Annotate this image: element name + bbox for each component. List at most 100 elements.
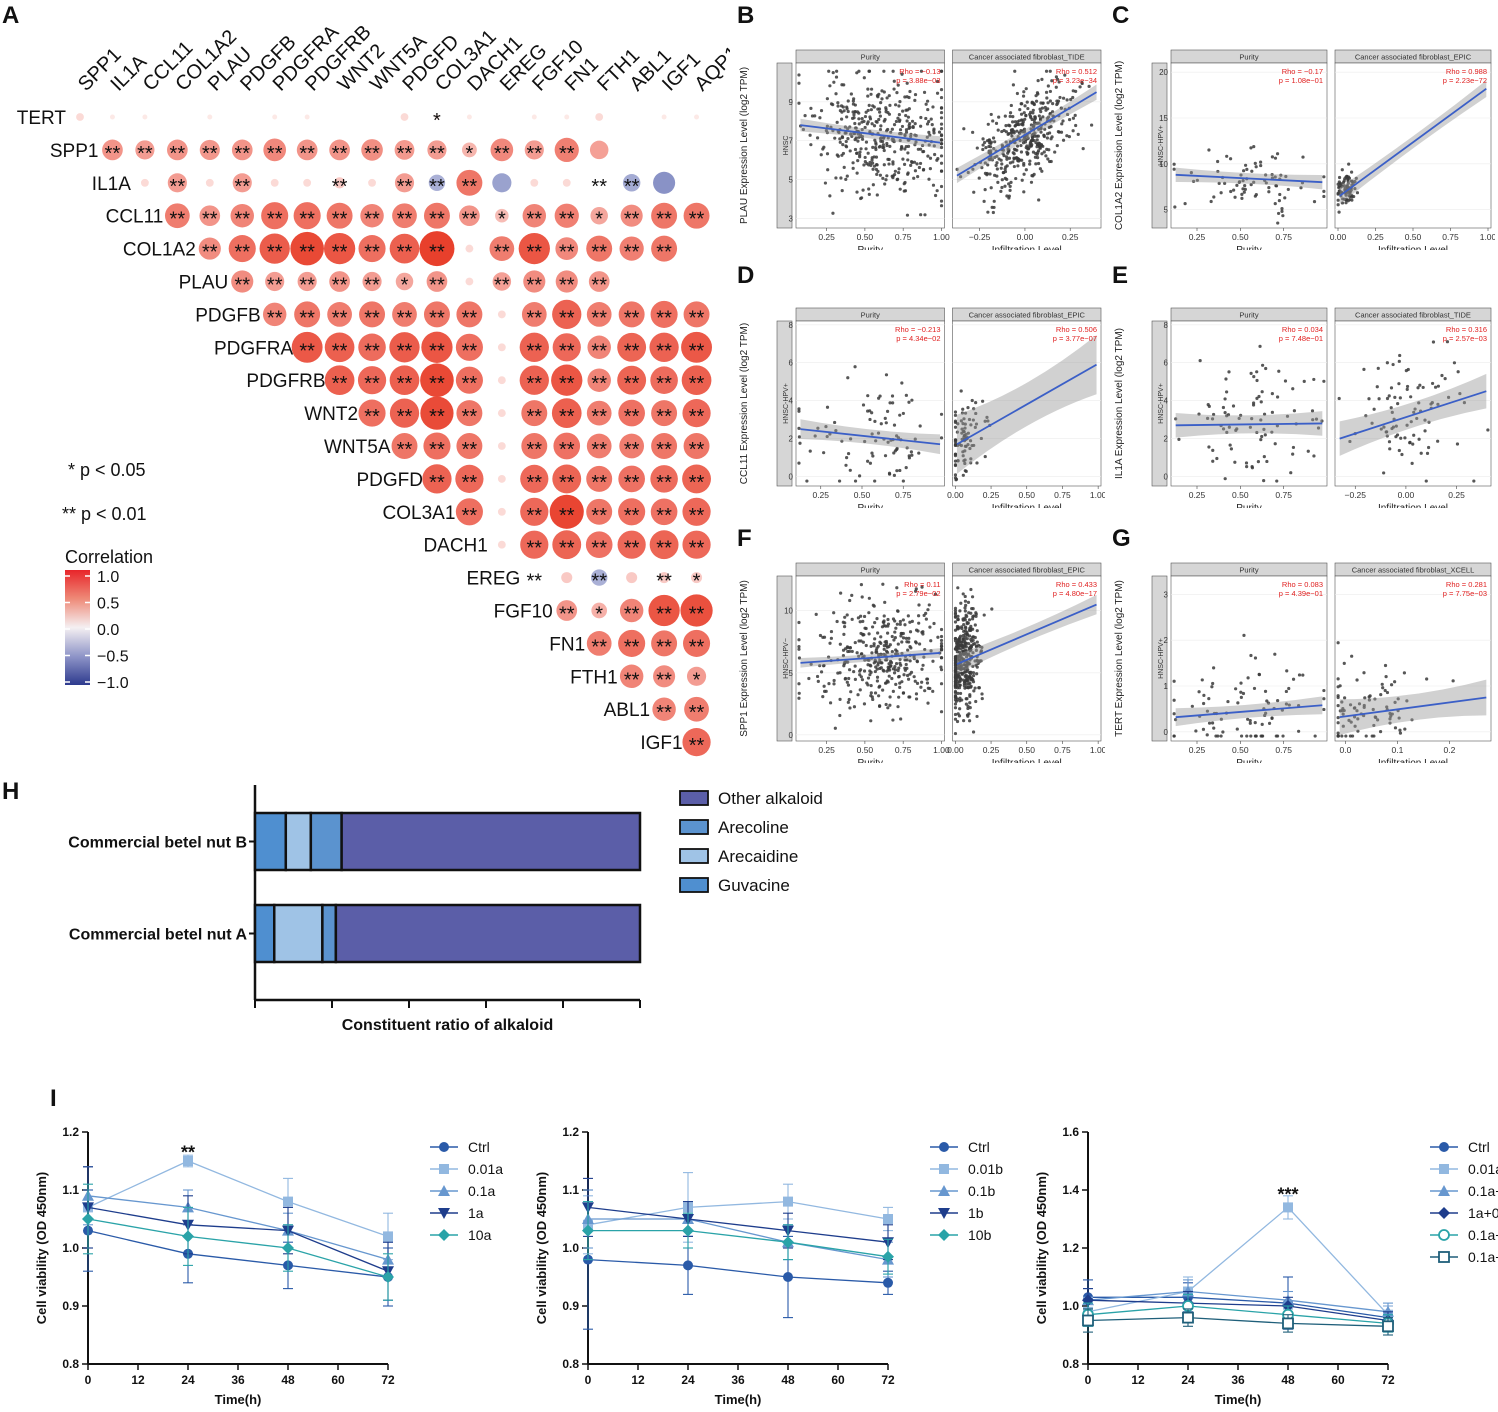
purity-point — [927, 177, 931, 181]
purity-point — [886, 127, 890, 132]
legend-label: 0.1b — [968, 1183, 995, 1199]
purity-point — [1198, 359, 1202, 363]
infiltration-point — [1396, 697, 1400, 701]
correlation-dot — [497, 540, 506, 549]
correlation-dot — [456, 400, 483, 427]
purity-point — [798, 441, 802, 445]
purity-point — [908, 125, 912, 130]
series-line — [588, 1218, 889, 1261]
correlation-dot — [651, 433, 678, 459]
series-line — [1087, 1206, 1389, 1316]
panel-label-f: F — [737, 525, 752, 552]
correlation-dot — [263, 138, 287, 162]
infiltration-point — [1424, 479, 1428, 483]
infiltration-point — [1375, 385, 1379, 389]
legend-sig2: ** p < 0.01 — [62, 504, 147, 524]
purity-point — [1216, 159, 1220, 164]
correlation-dot — [497, 343, 506, 352]
purity-point — [1255, 370, 1259, 374]
infiltration-point — [994, 163, 998, 167]
purity-point — [840, 135, 844, 139]
purity-point — [837, 479, 842, 483]
infiltration-point — [1417, 401, 1421, 405]
correlation-dot — [495, 208, 509, 223]
legend-marker — [438, 1185, 450, 1196]
purity-point — [821, 664, 826, 668]
significance-mark: ** — [656, 472, 672, 494]
correlation-dot — [620, 204, 643, 227]
infiltration-point — [956, 643, 960, 647]
purity-point — [893, 172, 897, 177]
purity-point — [871, 454, 875, 458]
purity-point — [1278, 192, 1282, 197]
infiltration-point — [971, 638, 975, 642]
correlation-dot — [519, 332, 549, 362]
purity-point — [877, 704, 882, 709]
infiltration-point — [1025, 144, 1029, 148]
purity-point — [1226, 699, 1230, 704]
legend-label: 10a — [468, 1227, 492, 1243]
purity-plot-area — [795, 320, 945, 487]
infiltration-point — [1013, 120, 1017, 124]
correlation-dot — [140, 178, 149, 187]
purity-point — [905, 446, 909, 450]
significance-mark: ** — [462, 472, 478, 494]
infiltration-point — [1087, 84, 1091, 88]
purity-point — [899, 717, 903, 721]
purity-point — [862, 702, 867, 706]
purity-point — [825, 434, 829, 439]
purity-point — [897, 170, 901, 175]
correlation-dot — [552, 299, 582, 330]
correlation-dot — [552, 530, 582, 560]
legend-label: 1b — [968, 1205, 984, 1221]
infiltration-point — [1341, 724, 1345, 728]
infiltration-point — [1061, 138, 1066, 142]
purity-point — [894, 626, 898, 630]
purity-point — [900, 72, 904, 76]
purity-point — [895, 91, 899, 95]
purity-point — [846, 660, 850, 664]
infiltration-point — [957, 714, 962, 718]
data-point — [1082, 1314, 1094, 1327]
purity-point — [835, 120, 839, 124]
correlation-dot — [205, 178, 214, 187]
infiltration-point — [1357, 702, 1362, 706]
purity-point — [847, 668, 852, 672]
infiltration-point — [1024, 114, 1028, 118]
purity-point — [1249, 183, 1253, 187]
significance-mark: ** — [332, 340, 348, 362]
purity-point — [1215, 456, 1219, 461]
infiltration-point — [1002, 154, 1006, 158]
purity-point — [858, 474, 862, 478]
correlation-dot — [293, 202, 321, 230]
purity-point — [1273, 156, 1278, 160]
purity-point — [918, 147, 923, 151]
purity-point — [898, 138, 902, 143]
purity-point — [939, 161, 944, 165]
infiltration-point — [1011, 83, 1015, 87]
infiltration-point — [1373, 715, 1377, 719]
infiltration-point — [985, 139, 990, 143]
purity-point — [897, 675, 901, 679]
purity-plot-area — [795, 62, 945, 229]
significance-mark: ** — [559, 143, 575, 165]
purity-point — [850, 593, 854, 597]
purity-point — [878, 394, 882, 398]
purity-x-axis-label: Purity — [857, 758, 883, 763]
purity-point — [1239, 734, 1244, 738]
purity-point — [853, 640, 857, 645]
infiltration-point — [1364, 734, 1368, 738]
purity-point — [910, 398, 914, 402]
purity-point — [1275, 395, 1280, 399]
significance-mark: ** — [527, 571, 543, 593]
correlation-dot — [428, 174, 446, 192]
purity-point — [840, 439, 844, 443]
infiltration-point — [1054, 75, 1059, 79]
infiltration-point — [1340, 734, 1344, 738]
purity-point — [1284, 689, 1288, 694]
row-label: PDGFD — [356, 470, 423, 491]
infiltration-point — [1011, 160, 1015, 164]
infiltration-point — [1409, 395, 1413, 399]
infiltration-point — [1389, 406, 1393, 410]
infiltration-point — [1382, 471, 1386, 475]
